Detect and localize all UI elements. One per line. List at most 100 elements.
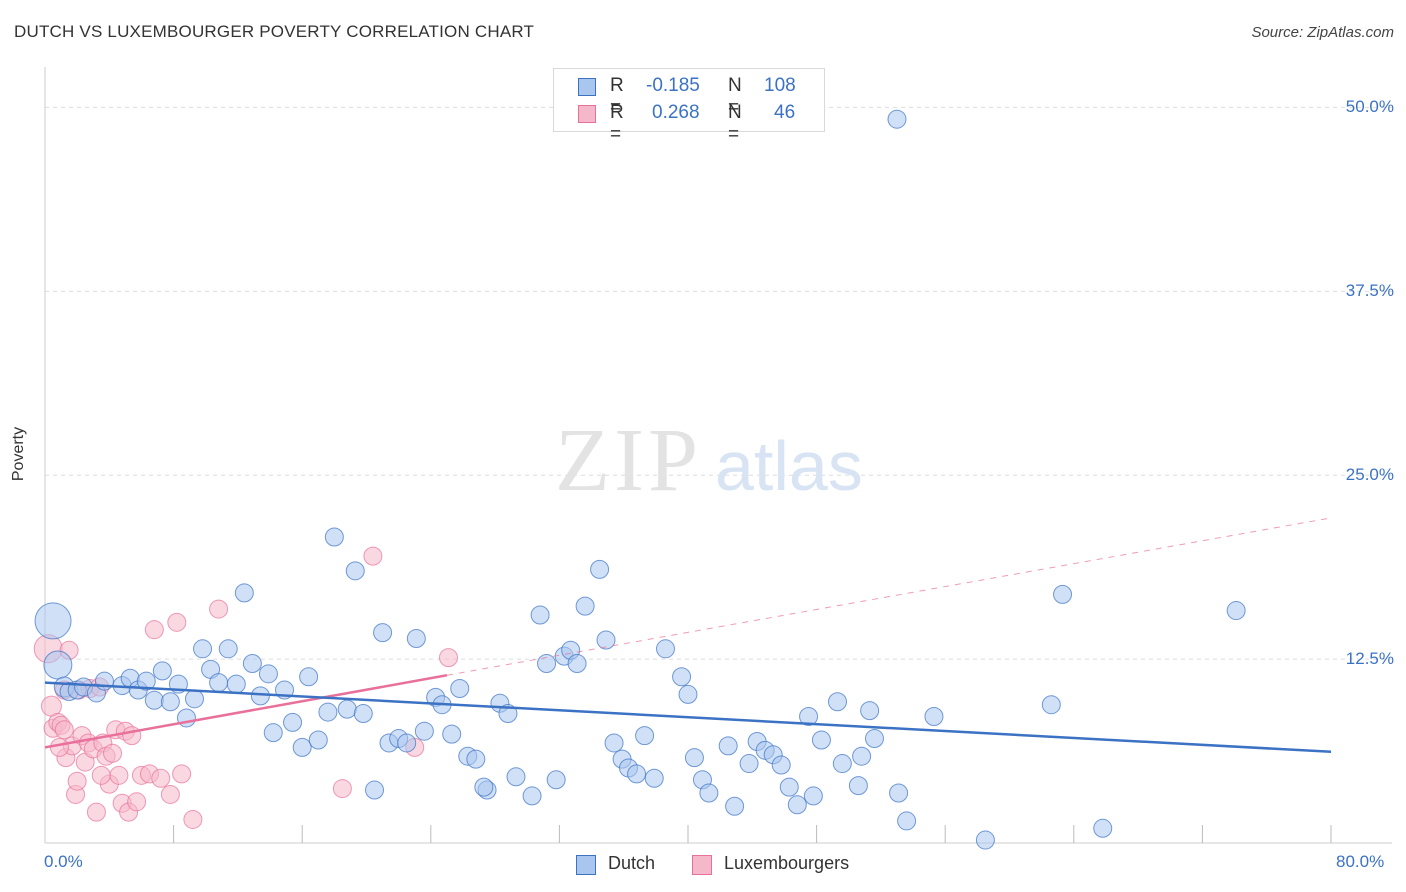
y-axis-label: Poverty <box>10 426 28 482</box>
dutch-point <box>242 654 262 674</box>
dutch-point <box>924 706 944 726</box>
dutch-point <box>787 795 807 815</box>
lux-point <box>127 792 147 812</box>
dutch-point <box>672 667 692 687</box>
dutch-point <box>1041 695 1061 715</box>
dutch-point <box>860 701 880 721</box>
dutch-point <box>43 650 73 680</box>
dutch-point <box>699 783 719 803</box>
y-tick-label: 37.5% <box>1345 281 1394 301</box>
dutch-point <box>803 786 823 806</box>
dutch-n-value: 108 <box>764 75 796 96</box>
dutch-point <box>596 630 616 650</box>
dutch-point <box>897 811 917 831</box>
y-tick-label: 50.0% <box>1345 97 1394 117</box>
lux-point <box>67 771 87 791</box>
lux-point <box>103 743 123 763</box>
lux-r-label: R = <box>610 102 624 145</box>
legend-lux-swatch <box>692 855 712 875</box>
dutch-point <box>530 605 550 625</box>
dutch-point <box>498 704 518 724</box>
dutch-point <box>1093 818 1113 838</box>
dutch-point <box>292 737 312 757</box>
lux-n-label: N = <box>728 102 742 145</box>
dutch-point <box>848 776 868 796</box>
legend-dutch-label: Dutch <box>608 853 656 873</box>
dutch-point <box>250 686 270 706</box>
dutch-point <box>308 730 328 750</box>
dutch-point <box>397 733 417 753</box>
dutch-point <box>799 706 819 726</box>
dutch-point <box>318 702 338 722</box>
dutch-point <box>283 712 303 732</box>
lux-point <box>332 779 352 799</box>
dutch-point <box>299 667 319 687</box>
dutch-r-label: R = <box>610 75 624 118</box>
dutch-point <box>567 654 587 674</box>
dutch-point <box>739 754 759 774</box>
dutch-point <box>575 596 595 616</box>
lux-point <box>151 768 171 788</box>
lux-point <box>49 737 69 757</box>
dutch-point <box>184 689 204 709</box>
lux-swatch <box>578 105 596 123</box>
lux-point <box>122 726 142 746</box>
dutch-point <box>827 692 847 712</box>
dutch-point <box>779 777 799 797</box>
lux-r-value: 0.268 <box>652 102 700 123</box>
lux-point <box>109 765 129 785</box>
lux-trend-line <box>44 674 448 749</box>
dutch-point <box>546 770 566 790</box>
x-tick-marks <box>173 825 1332 843</box>
lux-point <box>183 809 203 829</box>
lux-point <box>363 546 383 566</box>
dutch-point <box>725 796 745 816</box>
dutch-point <box>466 749 486 769</box>
dutch-point <box>655 639 675 659</box>
dutch-point <box>324 527 344 547</box>
dutch-point <box>234 583 254 603</box>
watermark-atlas: atlas <box>715 427 863 505</box>
dutch-point <box>442 724 462 744</box>
x-tick-label-max: 80.0% <box>1336 852 1385 871</box>
dutch-point <box>152 661 172 681</box>
gridlines <box>45 106 1392 660</box>
dutch-point <box>771 755 791 775</box>
dutch-point <box>94 671 114 691</box>
dutch-point <box>1226 601 1246 621</box>
x-tick-label-min: 0.0% <box>44 852 83 871</box>
dutch-point <box>889 783 909 803</box>
dutch-point <box>684 748 704 768</box>
dutch-point <box>337 699 357 719</box>
dutch-point <box>975 830 995 850</box>
lux-point <box>91 765 111 785</box>
dutch-point <box>209 673 229 693</box>
dutch-point <box>258 664 278 684</box>
stats-box: R = -0.185 N = 108 R = 0.268 N = 46 <box>553 68 825 145</box>
dutch-point <box>226 674 246 694</box>
chart-title: DUTCH VS LUXEMBOURGER POVERTY CORRELATIO… <box>14 22 535 41</box>
dutch-point <box>887 109 907 129</box>
dutch-point <box>678 684 698 704</box>
dutch-point <box>414 721 434 741</box>
dutch-point <box>864 729 884 749</box>
dutch-point <box>1053 584 1073 604</box>
lux-point <box>438 648 458 668</box>
dutch-point <box>537 654 557 674</box>
dutch-point <box>160 692 180 712</box>
dutch-n-label: N = <box>728 75 742 118</box>
dutch-point <box>590 559 610 579</box>
watermark-zip: ZIP <box>555 411 702 510</box>
lux-point <box>209 599 229 619</box>
lux-trend-extension <box>446 517 1332 676</box>
dutch-point <box>450 679 470 699</box>
dutch-point <box>811 730 831 750</box>
dutch-trend-line <box>44 681 1332 754</box>
dutch-point <box>718 736 738 756</box>
y-tick-label: 25.0% <box>1345 465 1394 485</box>
lux-point <box>144 620 164 640</box>
dutch-swatch <box>578 78 596 96</box>
dutch-point <box>627 764 647 784</box>
dutch-point <box>136 671 156 691</box>
